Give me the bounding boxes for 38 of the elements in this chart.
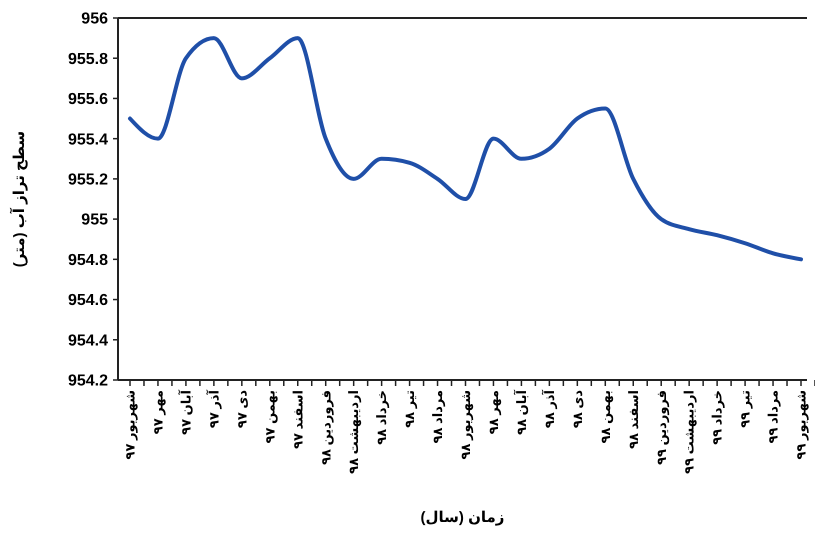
x-tick-label: فروردین ۹۸ bbox=[318, 390, 334, 465]
x-tick-label: خرداد ۹۸ bbox=[374, 390, 390, 445]
y-axis-title: سطح تراز آب (متر) bbox=[9, 130, 28, 268]
x-tick-label: اسفند ۹۸ bbox=[626, 390, 641, 449]
y-tick-label: 954.4 bbox=[68, 332, 108, 350]
x-tick-label: اردیبهشت ۹۸ bbox=[346, 390, 362, 474]
y-tick-label: 956 bbox=[81, 10, 108, 28]
x-tick-label: تیر ۹۹ bbox=[738, 390, 754, 428]
y-tick-label: 955.6 bbox=[68, 91, 108, 108]
x-tick-label: مرداد ۹۹ bbox=[766, 390, 782, 444]
y-tick-label: 955.8 bbox=[68, 50, 108, 68]
x-tick-label: آذر ۹۸ bbox=[540, 389, 558, 428]
x-tick-label: دی ۹۸ bbox=[570, 390, 585, 428]
y-tick-label: 954.2 bbox=[68, 372, 108, 390]
x-tick-label: مرداد ۹۸ bbox=[430, 390, 446, 444]
x-tick-label: اسفند ۹۷ bbox=[290, 390, 306, 449]
x-tick-label: مهر ۹۷ bbox=[150, 390, 167, 434]
x-tick-label: فروردین ۹۹ bbox=[654, 390, 670, 465]
x-tick-label: آبان ۹۷ bbox=[177, 389, 194, 435]
y-tick-label: 955 bbox=[81, 212, 108, 229]
x-tick-label: خرداد ۹۹ bbox=[710, 390, 726, 445]
x-tick-label: شهریور ۹۹ bbox=[794, 390, 810, 460]
x-tick-label: دی ۹۷ bbox=[234, 390, 250, 428]
x-tick-label: شهریور ۹۷ bbox=[122, 390, 139, 460]
x-axis-title: زمان (سال) bbox=[420, 509, 504, 526]
x-tick-label: بهمن ۹۸ bbox=[598, 390, 614, 444]
y-tick-label: 955.2 bbox=[68, 171, 108, 188]
x-tick-label: آذر ۹۷ bbox=[205, 389, 222, 428]
x-tick-label: شهریور ۹۸ bbox=[458, 390, 474, 460]
x-tick-label: آبان ۹۸ bbox=[512, 389, 529, 435]
y-tick-label: 955.4 bbox=[68, 131, 108, 148]
x-tick-label: اردیبهشت ۹۹ bbox=[682, 390, 698, 474]
y-tick-label: 954.8 bbox=[68, 252, 108, 269]
y-tick-label: 954.6 bbox=[68, 292, 108, 310]
x-tick-label: مهر ۹۸ bbox=[486, 390, 502, 434]
x-tick-label: تیر ۹۸ bbox=[402, 390, 418, 428]
line-series bbox=[128, 36, 803, 262]
x-tick-label: بهمن ۹۷ bbox=[262, 390, 278, 444]
